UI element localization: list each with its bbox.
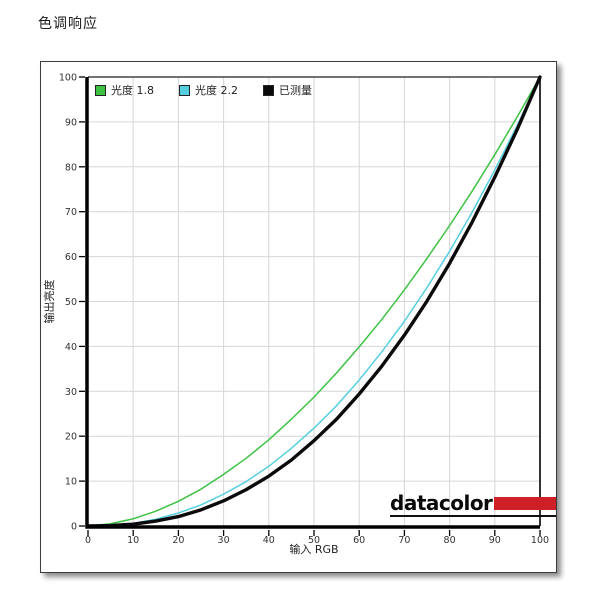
legend-item-measured: 已测量 (263, 82, 312, 98)
tone-response-chart: 0 10 20 30 40 50 60 70 80 90 100 0 10 20 30 40 50 60 70 80 9… (42, 73, 549, 557)
datacolor-logo-text: datacolor (390, 491, 493, 515)
legend-label-gamma-18: 光度 1.8 (111, 84, 154, 97)
svg-text:10: 10 (65, 477, 77, 488)
svg-text:40: 40 (263, 535, 275, 546)
svg-text:40: 40 (65, 342, 77, 353)
svg-text:80: 80 (444, 535, 456, 546)
legend-label-measured: 已测量 (279, 84, 312, 97)
svg-text:80: 80 (65, 162, 77, 173)
svg-text:70: 70 (398, 535, 410, 546)
chart-frame: 0 10 20 30 40 50 60 70 80 90 100 0 10 20 30 40 50 60 70 80 9… (40, 61, 557, 573)
legend-swatch-gamma-22 (179, 84, 190, 96)
svg-text:100: 100 (531, 535, 549, 546)
legend-swatch-gamma-18 (95, 84, 106, 96)
datacolor-logo: datacolor (390, 491, 557, 517)
svg-text:70: 70 (65, 207, 77, 218)
svg-text:输入 RGB: 输入 RGB (289, 542, 338, 556)
svg-text:60: 60 (65, 252, 77, 263)
svg-text:50: 50 (308, 535, 320, 546)
datacolor-logo-red-bar (494, 496, 557, 510)
legend-swatch-measured (263, 84, 274, 96)
svg-text:20: 20 (65, 432, 77, 443)
page-title: 色调响应 (38, 16, 98, 32)
legend-item-gamma-22: 光度 2.2 (179, 82, 238, 98)
svg-text:30: 30 (65, 387, 77, 398)
svg-text:30: 30 (218, 535, 230, 546)
legend-label-gamma-22: 光度 2.2 (195, 84, 238, 97)
svg-text:0: 0 (85, 535, 91, 546)
svg-text:60: 60 (353, 535, 365, 546)
svg-text:输出亮度: 输出亮度 (42, 280, 56, 324)
svg-text:100: 100 (59, 73, 77, 84)
svg-text:20: 20 (172, 535, 184, 546)
svg-text:10: 10 (127, 535, 139, 546)
svg-text:50: 50 (65, 297, 77, 308)
chart-legend: 光度 1.8 光度 2.2 已测量 (95, 82, 312, 98)
svg-text:90: 90 (489, 535, 501, 546)
svg-text:0: 0 (71, 522, 77, 533)
svg-text:90: 90 (65, 117, 77, 128)
legend-item-gamma-18: 光度 1.8 (95, 82, 154, 98)
